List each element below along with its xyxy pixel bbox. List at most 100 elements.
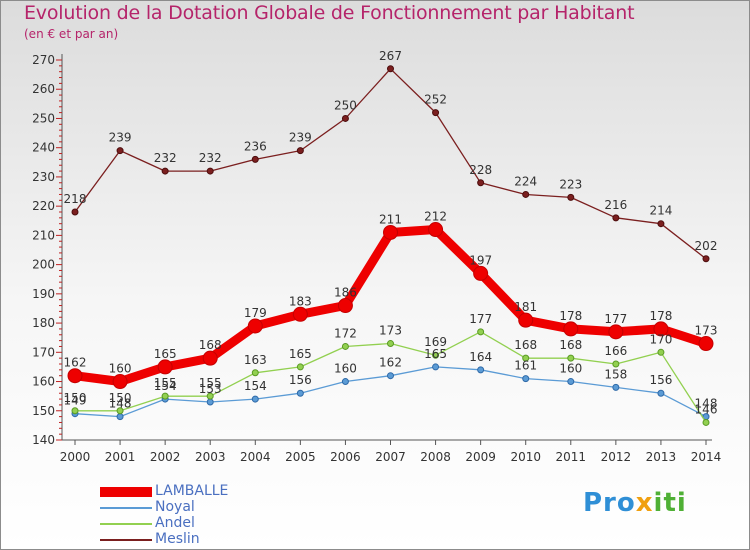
data-label-andel: 155 <box>154 376 177 390</box>
data-label-noyal: 158 <box>604 367 627 381</box>
data-label-andel: 150 <box>64 391 87 405</box>
data-label-meslin: 239 <box>289 131 312 145</box>
data-point-noyal <box>477 366 485 374</box>
data-label-meslin: 216 <box>604 198 627 212</box>
x-tick-label: 2001 <box>105 450 136 464</box>
data-label-meslin: 232 <box>154 151 177 165</box>
data-point-meslin <box>477 179 485 187</box>
logo-part-3: iti <box>653 488 687 518</box>
data-point-andel <box>116 407 124 415</box>
data-label-noyal: 149 <box>64 394 87 408</box>
data-point-lamballe <box>157 359 173 375</box>
data-point-meslin <box>612 214 620 222</box>
y-tick-label: 140 <box>32 433 55 447</box>
data-label-noyal: 156 <box>649 373 672 387</box>
data-label-meslin: 224 <box>514 174 537 188</box>
x-tick-label: 2011 <box>556 450 587 464</box>
x-tick-label: 2012 <box>601 450 632 464</box>
logo-part-1: Pro <box>583 488 636 518</box>
data-label-lamballe: 212 <box>424 210 447 224</box>
data-point-lamballe <box>247 318 263 334</box>
data-label-lamballe: 178 <box>649 309 672 323</box>
data-point-meslin <box>251 155 259 163</box>
data-point-lamballe <box>608 324 624 340</box>
data-label-noyal: 153 <box>199 382 222 396</box>
data-label-meslin: 223 <box>559 177 582 191</box>
y-tick-label: 190 <box>32 287 55 301</box>
data-label-meslin: 218 <box>64 192 87 206</box>
data-point-meslin <box>296 147 304 155</box>
data-point-lamballe <box>112 374 128 390</box>
data-point-andel <box>477 328 485 336</box>
data-point-lamballe <box>337 298 353 314</box>
data-point-meslin <box>702 255 710 263</box>
proxiti-logo: Proxiti <box>583 488 687 518</box>
x-tick-label: 2004 <box>240 450 271 464</box>
data-point-meslin <box>567 193 575 201</box>
data-point-lamballe <box>518 312 534 328</box>
data-label-noyal: 164 <box>469 350 492 364</box>
data-label-lamballe: 186 <box>334 286 357 300</box>
data-label-andel: 146 <box>695 402 718 416</box>
data-label-noyal: 154 <box>154 379 177 393</box>
data-point-meslin <box>522 190 530 198</box>
data-point-andel <box>71 407 79 415</box>
data-label-lamballe: 160 <box>109 362 132 376</box>
data-point-noyal <box>432 363 440 371</box>
data-label-andel: 163 <box>244 353 267 367</box>
data-point-lamballe <box>202 350 218 366</box>
x-tick-label: 2006 <box>330 450 361 464</box>
legend-label-lamballe: LAMBALLE <box>155 483 229 499</box>
data-point-andel <box>702 418 710 426</box>
data-point-andel <box>387 340 394 348</box>
x-tick-label: 2007 <box>375 450 406 464</box>
data-label-noyal: 154 <box>244 379 267 393</box>
y-tick-label: 200 <box>32 258 55 272</box>
data-label-lamballe: 177 <box>604 312 627 326</box>
data-label-meslin: 236 <box>244 139 267 153</box>
y-tick-label: 270 <box>32 53 55 67</box>
data-label-andel: 169 <box>424 335 447 349</box>
data-label-lamballe: 165 <box>154 347 177 361</box>
data-label-lamballe: 178 <box>559 309 582 323</box>
data-label-meslin: 267 <box>379 49 402 63</box>
data-label-meslin: 202 <box>695 239 718 253</box>
data-label-lamballe: 168 <box>199 338 222 352</box>
data-point-andel <box>296 363 304 371</box>
data-label-lamballe: 211 <box>379 212 402 226</box>
data-label-meslin: 252 <box>424 93 447 107</box>
data-label-meslin: 239 <box>109 131 132 145</box>
data-point-noyal <box>341 378 349 386</box>
data-label-noyal: 148 <box>109 397 132 411</box>
x-tick-label: 2010 <box>510 450 541 464</box>
data-label-noyal: 160 <box>334 362 357 376</box>
data-point-meslin <box>432 109 440 117</box>
legend-swatch-noyal <box>100 507 152 509</box>
data-point-andel <box>657 348 665 356</box>
data-label-noyal: 148 <box>695 397 718 411</box>
y-tick-label: 250 <box>32 111 55 125</box>
data-point-lamballe <box>698 336 714 352</box>
x-tick-label: 2009 <box>465 450 496 464</box>
y-tick-label: 210 <box>32 228 55 242</box>
data-point-lamballe <box>383 224 398 240</box>
data-label-noyal: 161 <box>514 359 537 373</box>
x-tick-label: 2005 <box>285 450 316 464</box>
data-point-andel <box>341 342 349 350</box>
data-point-andel <box>251 369 259 377</box>
data-point-meslin <box>387 65 394 73</box>
data-label-andel: 170 <box>649 332 672 346</box>
data-label-meslin: 214 <box>649 204 672 218</box>
data-label-lamballe: 173 <box>695 324 718 338</box>
y-tick-label: 220 <box>32 199 55 213</box>
data-label-andel: 155 <box>199 376 222 390</box>
x-tick-label: 2002 <box>150 450 181 464</box>
data-label-noyal: 160 <box>559 362 582 376</box>
data-point-noyal <box>116 413 124 421</box>
data-point-noyal <box>567 378 575 386</box>
x-tick-label: 2014 <box>691 450 722 464</box>
data-point-noyal <box>522 375 530 383</box>
data-point-noyal <box>206 398 214 406</box>
